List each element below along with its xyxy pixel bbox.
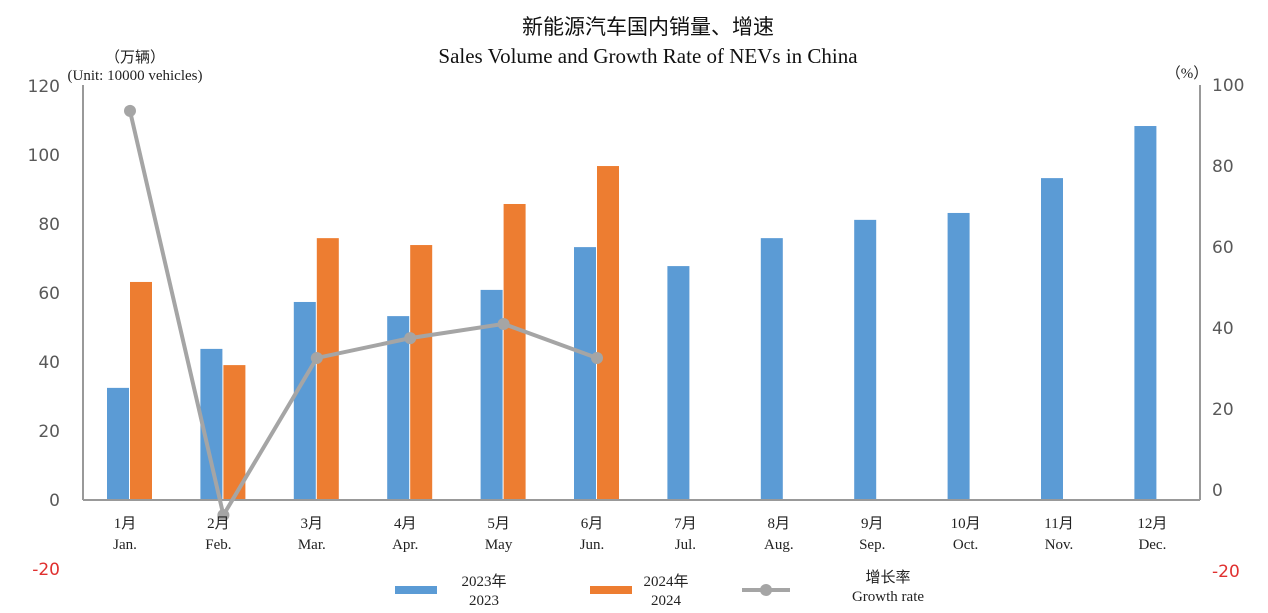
x-tick-label: Nov.: [1045, 537, 1074, 553]
legend-growth-cn: 增长率: [865, 569, 910, 586]
bar-2024-may: [503, 203, 526, 501]
y-tick-label: 40: [38, 353, 60, 373]
legend-swatch-2024: [590, 586, 632, 594]
y-tick-label: 60: [38, 284, 60, 304]
growth-rate-point-mar: [310, 351, 323, 364]
legend-swatch-2023: [395, 586, 437, 594]
y-tick-label: 0: [49, 491, 60, 511]
y-tick-label: -20: [32, 560, 60, 580]
bar-2023-jun: [574, 247, 596, 500]
bar-2023-apr: [387, 316, 410, 500]
y-tick-label: 100: [28, 146, 60, 166]
bar-2023-dec: [1134, 126, 1157, 501]
x-tick-label-cn: 7月: [674, 516, 697, 532]
chart-title-cn: 新能源汽车国内销量、增速: [522, 15, 774, 39]
x-tick-label-cn: 12月: [1137, 516, 1167, 532]
x-tick-label-cn: 10月: [951, 516, 981, 532]
x-tick-label: Jul.: [675, 537, 696, 553]
bar-2023-nov: [1041, 178, 1063, 501]
growth-rate-point-apr: [404, 332, 417, 345]
x-tick-label: May: [485, 537, 513, 553]
growth-rate-point-feb: [217, 509, 230, 522]
bar-2024-mar: [316, 238, 339, 500]
y2-tick-label: 20: [1212, 400, 1234, 420]
x-tick-label-cn: 5月: [487, 516, 510, 532]
growth-rate-point-jan: [124, 104, 136, 117]
bar-2023-jan: [107, 387, 129, 500]
legend: 2023年 2023 2024年 2024 增长率 Growth rate: [395, 569, 924, 609]
legend-growth: Growth rate: [852, 589, 924, 605]
y2-tick-label: 0: [1212, 481, 1223, 501]
y2-tick-label: 60: [1212, 238, 1234, 258]
x-tick-label-cn: 3月: [301, 516, 324, 532]
x-tick-label: Dec.: [1138, 537, 1166, 553]
bar-2023-feb: [200, 348, 223, 500]
bar-2024-feb: [223, 365, 246, 500]
x-tick-label-cn: 4月: [394, 516, 417, 532]
y-tick-label: 80: [38, 215, 60, 235]
y-tick-label: 20: [38, 422, 60, 442]
x-tick-label-cn: 2月: [207, 516, 230, 532]
bar-2024-jun: [597, 166, 619, 501]
bar-2023-may: [480, 289, 503, 500]
chart-title: Sales Volume and Growth Rate of NEVs in …: [438, 44, 858, 68]
y-axis-label: (Unit: 10000 vehicles): [68, 68, 203, 84]
legend-2023-cn: 2023年: [461, 573, 506, 590]
y2-tick-label: 40: [1212, 319, 1234, 339]
legend-2024: 2024: [651, 593, 682, 609]
x-tick-label-cn: 6月: [581, 516, 604, 532]
growth-rate-point-may: [497, 317, 510, 330]
legend-2024-cn: 2024年: [643, 573, 688, 590]
bar-2023-sep: [854, 219, 877, 501]
bar-2024-jan: [130, 281, 152, 500]
legend-marker-growth: [760, 584, 772, 596]
x-tick-label-cn: 8月: [768, 516, 791, 532]
y2-tick-label: -20: [1212, 562, 1240, 582]
legend-2023: 2023: [469, 593, 499, 609]
x-tick-label: Jun.: [580, 537, 605, 553]
x-tick-label: Oct.: [953, 537, 978, 553]
x-tick-label: Mar.: [298, 537, 326, 553]
growth-rate-line: [128, 110, 598, 521]
y-tick-label: 120: [28, 77, 60, 97]
x-tick-label-cn: 9月: [861, 516, 884, 532]
x-tick-label: Feb.: [205, 537, 231, 553]
x-tick-label: Apr.: [392, 537, 418, 553]
y-axis-label-cn: （万辆）: [105, 49, 165, 66]
x-tick-label: Aug.: [764, 537, 794, 553]
bar-2023-mar: [293, 301, 316, 500]
x-tick-label-cn: 11月: [1044, 516, 1073, 532]
growth-rate-point-jun: [591, 351, 603, 364]
bar-2024-apr: [410, 245, 433, 500]
bar-2023-oct: [947, 212, 970, 500]
bar-2023-aug: [760, 238, 783, 500]
y2-axis-label: （%）: [1166, 65, 1209, 82]
x-tick-label: Sep.: [859, 537, 885, 553]
y2-tick-label: 100: [1212, 76, 1244, 96]
x-tick-label: Jan.: [113, 537, 137, 553]
x-tick-label-cn: 1月: [114, 516, 137, 532]
bar-2023-jul: [667, 266, 690, 500]
y2-tick-label: 80: [1212, 157, 1234, 177]
